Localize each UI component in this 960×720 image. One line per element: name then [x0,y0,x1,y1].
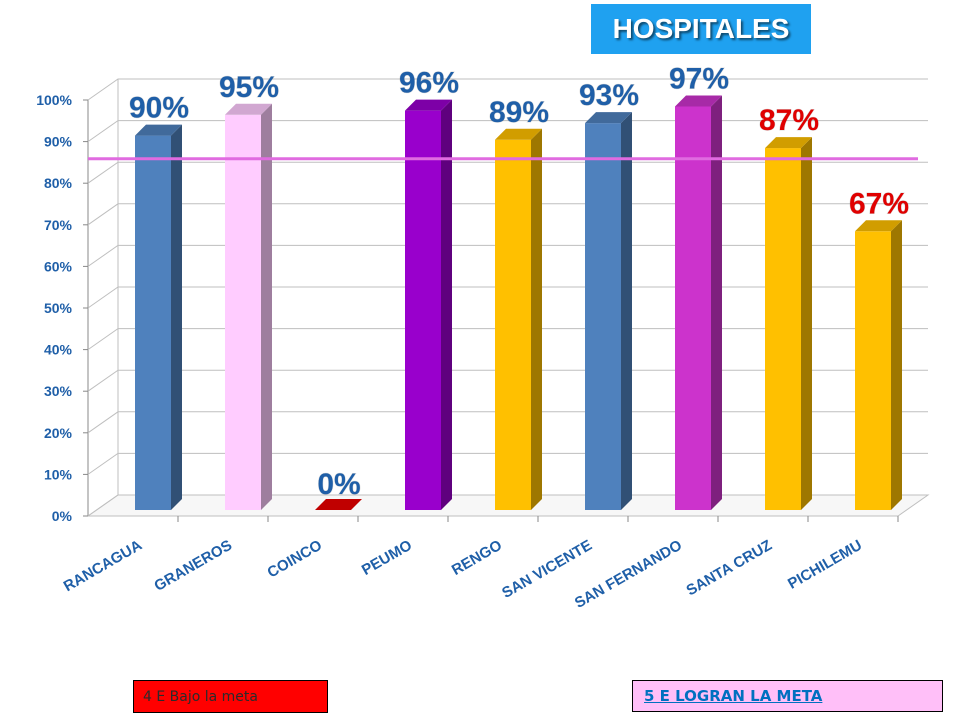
chart-title-box: HOSPITALES [591,4,811,54]
category-label: PEUMO [359,537,415,579]
legend-meet-goal: 5 E LOGRAN LA META [632,680,943,712]
y-tick-label: 60% [44,258,73,274]
bar-side [801,137,812,510]
data-label: 90% [129,92,189,125]
data-label: 67% [849,187,909,220]
y-tick-label: 10% [44,466,73,482]
category-label: PICHILEMU [785,537,865,593]
bar-top [225,103,272,115]
bar-side [441,99,452,510]
y-tick-label: 40% [44,342,73,358]
data-label: 0% [317,468,360,501]
gridline [87,369,928,392]
category-label: GRANEROS [151,537,235,595]
bar [585,123,621,511]
data-label: 95% [219,71,279,104]
bar [315,499,362,510]
legend-below-goal-text: 4 E Bajo la meta [143,688,258,705]
bar-top [495,128,542,140]
gridline [87,494,928,517]
bar [495,139,531,510]
gridline [87,78,928,101]
bar [855,231,891,510]
y-tick-label: 20% [44,425,73,441]
gridline [87,161,928,184]
bar [405,110,441,510]
gridline [87,203,928,226]
y-tick-label: 70% [44,217,73,233]
category-label: COINCO [265,537,326,582]
gridline [87,120,928,143]
bar [765,148,801,510]
gridline [87,328,928,351]
y-tick-label: 30% [44,383,73,399]
gridline [87,286,928,309]
y-tick-label: 0% [52,508,73,524]
bar [225,114,261,511]
category-label: RANCAGUA [61,537,145,596]
bar-side [531,128,542,510]
gridline [87,452,928,475]
bar-side [711,95,722,510]
bar-top [135,124,182,136]
category-label: RENGO [449,537,505,579]
bar-top [855,220,902,232]
data-label: 87% [759,104,819,137]
gridline [87,244,928,267]
y-tick-label: 80% [44,175,73,191]
bar-top [765,137,812,149]
legend-meet-goal-text: 5 E LOGRAN LA META [644,687,823,705]
data-label: 93% [579,79,639,112]
bar-top [405,99,452,111]
y-tick-label: 50% [44,300,73,316]
bar [675,106,711,510]
data-label: 89% [489,96,549,129]
y-tick-label: 100% [36,92,72,108]
y-tick-label: 90% [44,134,73,150]
data-label: 96% [399,67,459,100]
data-label: 97% [669,62,729,95]
legend-below-goal: 4 E Bajo la meta [133,680,328,713]
category-label: SANTA CRUZ [684,537,775,600]
chart-title: HOSPITALES [612,13,790,44]
bar-side [261,103,272,511]
bar-top [585,112,632,124]
bar-side [621,112,632,511]
bar-side [891,220,902,510]
bar-top [675,95,722,107]
gridline [87,411,928,434]
bar [135,135,171,510]
bar-side [171,124,182,510]
